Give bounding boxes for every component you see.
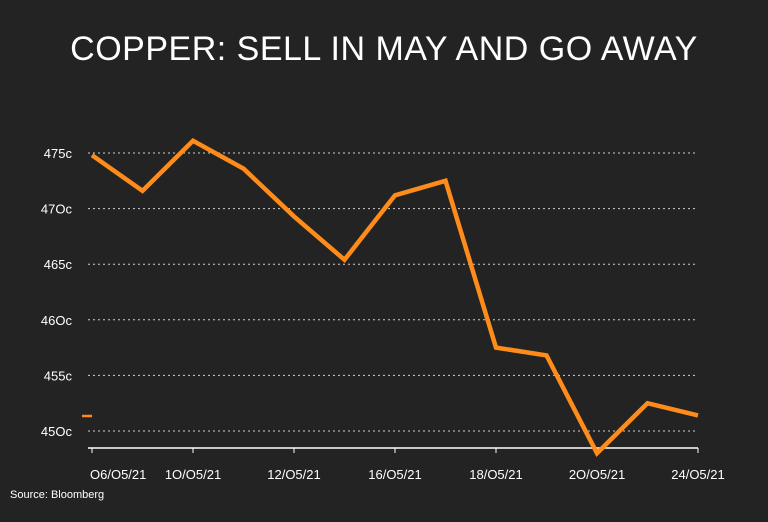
chart-title: COPPER: SELL IN MAY AND GO AWAY	[70, 30, 698, 68]
series-line	[90, 138, 699, 457]
y-tick-label: 475c	[44, 146, 73, 161]
y-tick-label: 465c	[44, 257, 73, 272]
y-axis: 475c 47Oc 465c 46Oc 455c 45Oc	[41, 146, 73, 439]
gridlines	[88, 152, 698, 432]
source-note: Source: Bloomberg	[10, 489, 105, 501]
x-axis: O6/O5/21 1O/O5/21 12/O5/21 16/O5/21 18/O5/21…	[90, 448, 725, 482]
x-tick-label: O6/O5/21	[90, 467, 146, 482]
x-tick-label: 12/O5/21	[267, 467, 321, 482]
x-tick-label: 16/O5/21	[368, 467, 422, 482]
y-tick-label: 455c	[44, 368, 73, 383]
y-tick-label: 47Oc	[41, 202, 73, 217]
y-tick-label: 46Oc	[41, 313, 73, 328]
x-tick-label: 24/O5/21	[671, 467, 725, 482]
x-tick-label: 2O/O5/21	[569, 467, 625, 482]
x-tick-label: 1O/O5/21	[165, 467, 221, 482]
y-tick-label: 45Oc	[41, 424, 73, 439]
x-tick-label: 18/O5/21	[469, 467, 523, 482]
